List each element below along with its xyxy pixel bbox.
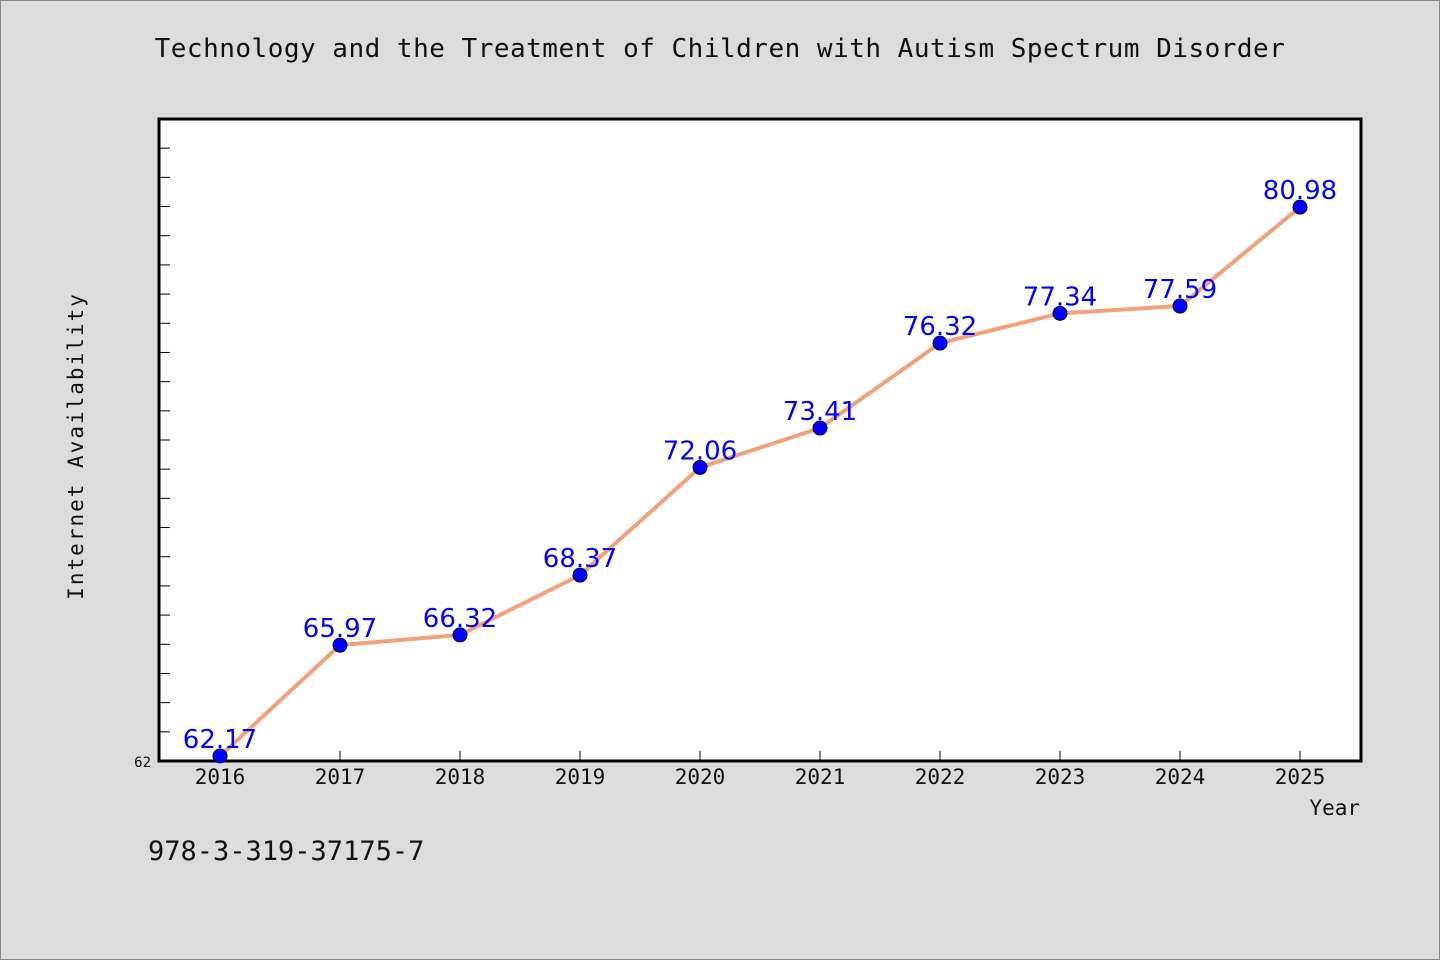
isbn-text: 978-3-319-37175-7 <box>148 836 425 867</box>
x-tick-label: 2022 <box>915 765 966 789</box>
data-point <box>332 637 348 653</box>
x-tick-label: 2020 <box>675 765 726 789</box>
data-label: 77.59 <box>1143 275 1217 305</box>
data-point <box>572 567 588 583</box>
data-label: 77.34 <box>1023 282 1097 312</box>
x-tick-label: 2025 <box>1275 765 1326 789</box>
data-point <box>692 459 708 475</box>
data-point <box>812 420 828 436</box>
data-label: 80.98 <box>1263 176 1337 206</box>
x-tick-label: 2021 <box>795 765 846 789</box>
plot-area <box>157 117 1363 763</box>
data-label: 68.37 <box>543 544 617 574</box>
x-tick-label: 2016 <box>195 765 246 789</box>
chart-title: Technology and the Treatment of Children… <box>154 34 1286 64</box>
data-label: 72.06 <box>663 436 737 466</box>
data-label: 66.32 <box>423 604 497 634</box>
x-tick-label: 2019 <box>555 765 606 789</box>
data-point <box>212 748 228 764</box>
x-axis-label: Year <box>1309 796 1360 820</box>
data-point <box>932 335 948 351</box>
data-point <box>1292 199 1308 215</box>
data-label: 62.17 <box>183 725 257 755</box>
series-line <box>218 205 1302 759</box>
data-point <box>1172 298 1188 314</box>
x-tick-label: 2023 <box>1035 765 1086 789</box>
x-tick-label: 2024 <box>1155 765 1206 789</box>
data-label: 65.97 <box>303 614 377 644</box>
data-label: 73.41 <box>783 397 857 427</box>
y-tick-label: 62 <box>134 755 151 771</box>
x-tick-label: 2018 <box>435 765 486 789</box>
data-label: 76.32 <box>903 312 977 342</box>
data-point <box>1052 305 1068 321</box>
x-tick-label: 2017 <box>315 765 366 789</box>
data-point <box>452 627 468 643</box>
